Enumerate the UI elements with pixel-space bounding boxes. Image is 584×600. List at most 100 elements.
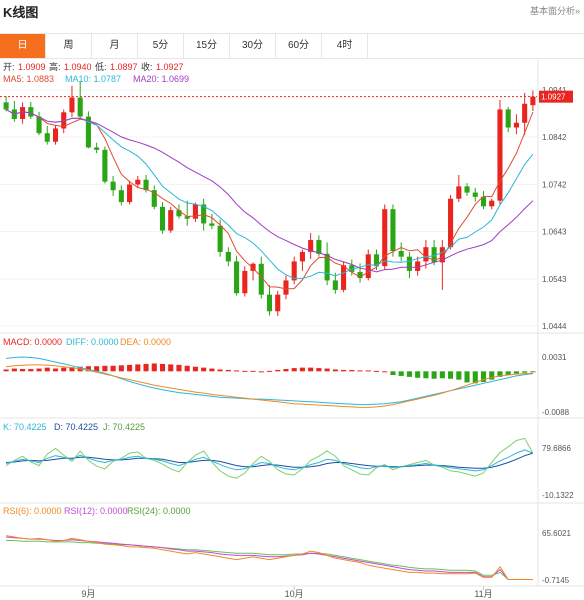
macd-bar bbox=[332, 369, 338, 372]
x-label: 9月 bbox=[81, 589, 95, 599]
macd-bar bbox=[159, 363, 166, 372]
macd-bar bbox=[52, 368, 59, 372]
fundamental-analysis-link[interactable]: 基本面分析» bbox=[529, 6, 580, 16]
macd-bar bbox=[184, 365, 190, 372]
candle-body bbox=[69, 97, 75, 113]
candle-body bbox=[513, 122, 519, 128]
tab-3[interactable]: 5分 bbox=[138, 34, 184, 58]
ma10-label: MA10: 1.0787 bbox=[65, 74, 121, 84]
ma10-line bbox=[5, 109, 534, 279]
macd-bar bbox=[85, 366, 91, 372]
candle-body bbox=[390, 209, 396, 251]
candle-body bbox=[283, 280, 289, 295]
macd-bar bbox=[258, 371, 264, 373]
candle-body bbox=[102, 149, 108, 182]
macd-bar bbox=[283, 369, 289, 372]
candle-body bbox=[365, 254, 371, 279]
macd-bar bbox=[11, 368, 17, 372]
ohlc-value: 1.0940 bbox=[64, 62, 92, 72]
macd-bar bbox=[192, 366, 198, 372]
candle-body bbox=[415, 261, 421, 271]
candle-body bbox=[225, 251, 231, 262]
kdj-tick: 79.6866 bbox=[542, 444, 571, 453]
candle-body bbox=[3, 102, 9, 110]
macd-label: MACD: 0.0000 bbox=[3, 337, 62, 347]
macd-bar bbox=[431, 371, 437, 379]
tab-6[interactable]: 60分 bbox=[276, 34, 322, 58]
candle-body bbox=[357, 271, 363, 279]
ohlc-value: 1.0909 bbox=[18, 62, 46, 72]
tab-7[interactable]: 4时 bbox=[322, 34, 368, 58]
macd-bar bbox=[291, 368, 297, 372]
macd-bar bbox=[209, 368, 215, 372]
candle-body bbox=[439, 247, 445, 263]
macd-bar bbox=[505, 371, 511, 376]
tab-2[interactable]: 月 bbox=[92, 34, 138, 58]
ohlc-label: 低: bbox=[95, 61, 107, 72]
macd-bar bbox=[522, 371, 528, 373]
candle-body bbox=[250, 263, 256, 271]
macd-bar bbox=[456, 371, 462, 380]
tab-4[interactable]: 15分 bbox=[184, 34, 230, 58]
macd-bar bbox=[168, 364, 174, 372]
candle-body bbox=[406, 256, 412, 271]
candle-body bbox=[299, 251, 305, 262]
j-label: J: 70.4225 bbox=[103, 422, 145, 432]
macd-bar bbox=[20, 369, 26, 372]
candle-body bbox=[242, 270, 248, 294]
d-label: D: 70.4225 bbox=[54, 422, 98, 432]
page-title: K线图 bbox=[3, 5, 39, 20]
candle-body bbox=[448, 198, 454, 248]
candle-body bbox=[110, 181, 116, 191]
macd-bar bbox=[250, 370, 256, 372]
candle-body bbox=[192, 204, 198, 219]
macd-bar bbox=[102, 365, 108, 372]
last-price-label: 1.0927 bbox=[541, 93, 566, 102]
candle-body bbox=[472, 192, 478, 197]
tab-0[interactable]: 日 bbox=[0, 34, 46, 58]
candle-body bbox=[398, 250, 404, 257]
period-tabs: 日周月 5分 15分 30分 60分 4时 bbox=[0, 33, 584, 59]
candle-body bbox=[85, 116, 91, 148]
price-tick: 1.0543 bbox=[542, 275, 567, 284]
macd-bar bbox=[472, 371, 478, 384]
tab-5[interactable]: 30分 bbox=[230, 34, 276, 58]
macd-bar bbox=[217, 369, 223, 372]
macd-bar bbox=[234, 370, 240, 372]
candle-body bbox=[151, 190, 157, 207]
ma20-line bbox=[5, 109, 534, 273]
macd-bar bbox=[341, 369, 347, 372]
candle-body bbox=[489, 200, 495, 207]
candle-body bbox=[118, 190, 124, 203]
macd-bar bbox=[176, 364, 182, 372]
tab-1[interactable]: 周 bbox=[46, 34, 92, 58]
macd-bar bbox=[143, 363, 149, 372]
candle-body bbox=[456, 186, 462, 199]
macd-bar bbox=[373, 370, 380, 372]
candle-body bbox=[266, 294, 273, 312]
candle-body bbox=[52, 128, 59, 142]
candle-body bbox=[77, 97, 83, 117]
candle-body bbox=[127, 184, 133, 203]
macd-bar bbox=[439, 371, 445, 379]
macd-bar bbox=[415, 371, 421, 378]
macd-bar bbox=[357, 370, 363, 372]
macd-bar bbox=[266, 370, 273, 372]
candle-body bbox=[464, 186, 470, 193]
candle-body bbox=[308, 240, 314, 252]
rsi6-label: RSI(6): 0.0000 bbox=[3, 506, 62, 516]
macd-bar bbox=[513, 371, 519, 374]
ma5-line bbox=[5, 109, 534, 290]
candle-body bbox=[94, 147, 100, 150]
candle-body bbox=[234, 261, 240, 294]
rsi24-label: RSI(24): 0.0000 bbox=[127, 506, 191, 516]
ma5-label: MA5: 1.0883 bbox=[3, 74, 54, 84]
candle-body bbox=[135, 179, 141, 185]
macd-bar bbox=[151, 363, 157, 372]
macd-bar bbox=[365, 370, 371, 372]
macd-bar bbox=[316, 368, 322, 372]
candle-body bbox=[28, 107, 34, 117]
last-price-label-bg bbox=[539, 90, 573, 103]
macd-diff-line bbox=[6, 356, 533, 406]
macd-bar bbox=[398, 371, 404, 376]
